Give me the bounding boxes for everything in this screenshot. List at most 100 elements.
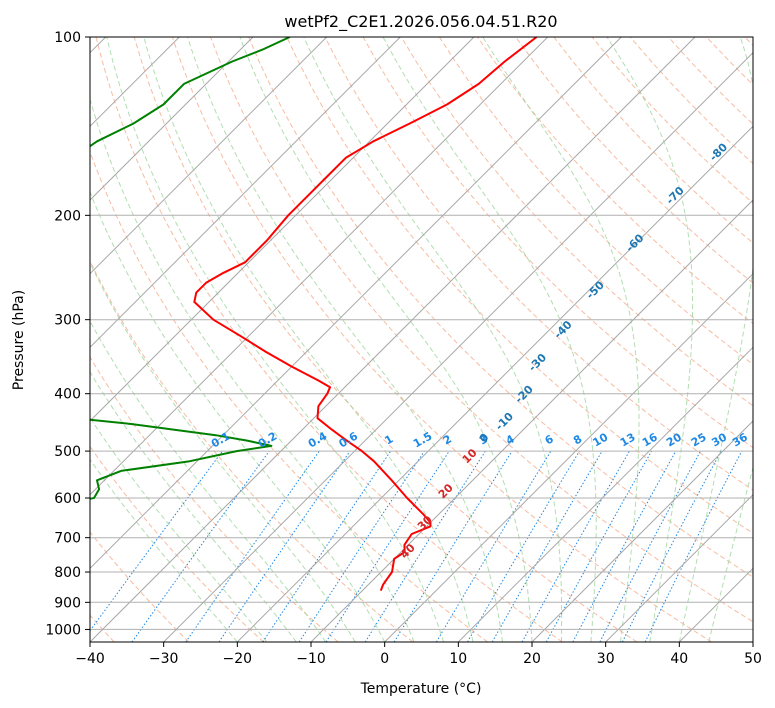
y-tick-label: 800: [54, 565, 81, 581]
dry-adiabat: [90, 259, 414, 642]
x-tick-label: 10: [449, 651, 467, 667]
mixing-ratio-label: 1.5: [411, 429, 434, 450]
mixing-ratio-line: [218, 450, 351, 642]
mixing-ratio-line: [644, 450, 743, 642]
y-tick-label: 600: [54, 491, 81, 507]
plot-frame: [89, 36, 754, 643]
profile-series: [90, 37, 538, 591]
dry-adiabat-label: -90: [748, 92, 771, 115]
y-tick-label: 300: [54, 313, 81, 329]
mixing-ratio-label: 0.4: [306, 429, 330, 450]
moist-adiabat: [90, 190, 386, 642]
moist-adiabat: [382, 37, 597, 642]
mixing-ratio-line: [621, 450, 722, 642]
dry-adiabat: [744, 37, 753, 47]
isotherm: [531, 420, 753, 642]
x-tick-label: 50: [744, 651, 762, 667]
dry-adiabat: [210, 37, 753, 623]
pressure-grid: [90, 37, 753, 642]
y-tick-label: 1000: [45, 622, 81, 638]
moist-adiabat: [143, 37, 474, 642]
dry-adiabat: [90, 356, 339, 642]
x-tick-label: 20: [523, 651, 541, 667]
moist-adiabat: [708, 465, 753, 642]
moist-adiabat: [482, 37, 640, 642]
dry-adiabat-label: -20: [513, 383, 536, 406]
isotherm: [90, 37, 254, 201]
moist-adiabat: [606, 37, 694, 642]
isotherm: [605, 493, 753, 642]
moist-adiabat: [303, 37, 563, 642]
x-tick-label: 30: [597, 651, 615, 667]
mixing-ratio-line: [521, 450, 630, 642]
dry-adiabat: [324, 37, 753, 491]
x-tick-label: −30: [149, 651, 179, 667]
isotherm: [457, 346, 753, 642]
y-tick-label: 400: [54, 387, 81, 403]
dry-adiabat-label: -50: [584, 278, 607, 301]
moist-adiabat: [90, 416, 268, 642]
isotherm: [90, 37, 475, 422]
isotherm: [236, 125, 753, 642]
dry-adiabat-label: -60: [623, 231, 646, 254]
mixing-ratio-label: 1: [382, 432, 395, 447]
dry-adiabat: [362, 37, 753, 449]
dry-adiabat: [248, 37, 753, 578]
dry-adiabat: [400, 37, 753, 407]
moist-adiabat: [90, 458, 238, 642]
mixing-ratio-line: [298, 450, 425, 642]
moist-adiabat: [239, 37, 533, 642]
mixing-ratio-line: [364, 450, 486, 642]
axes: −40 −30 −20 −10 0 10 20 30 40 5010020030040050060…: [45, 30, 762, 667]
dry-adiabat-label: 10: [460, 446, 480, 466]
isotherm: [752, 641, 753, 642]
dry-adiabat: [90, 531, 190, 642]
y-tick-label: 100: [54, 30, 81, 46]
isotherm: [678, 567, 753, 642]
mixing-ratio-label: 16: [640, 430, 660, 449]
dry-adiabat: [133, 37, 638, 642]
mixing-ratio-line: [572, 450, 677, 642]
dry-adiabat: [95, 37, 563, 642]
dry-adiabat: [90, 150, 488, 642]
mixing-ratio-line: [185, 450, 320, 642]
dry-adiabat: [591, 37, 753, 204]
isotherm: [90, 37, 328, 275]
mixing-ratio-label: 2: [441, 432, 454, 447]
dry-adiabat: [706, 37, 753, 86]
mixing-ratio-label: 8: [571, 432, 584, 447]
dry-adiabat: [90, 445, 264, 642]
dry-adiabat: [515, 37, 753, 284]
x-tick-label: −40: [75, 651, 105, 667]
mixing-ratio-line: [435, 450, 552, 642]
y-tick-label: 900: [54, 595, 81, 611]
moist-adiabat: [90, 261, 356, 642]
dry-adiabat-label: -40: [551, 318, 574, 341]
isotherm: [384, 272, 753, 642]
line-labels: 0.10.20.40.611.52346810131620253036-100-…: [209, 92, 771, 561]
mixing-ratio-label: 30: [709, 430, 729, 449]
moist-adiabat: [678, 37, 753, 642]
x-tick-label: 40: [670, 651, 688, 667]
dry-adiabat-label: 30: [415, 513, 435, 533]
x-tick-label: −20: [223, 651, 253, 667]
dry-adiabat: [668, 37, 753, 125]
mixing-ratio-line: [90, 450, 223, 632]
y-tick-label: 500: [54, 444, 81, 460]
dry-adiabat: [438, 37, 753, 366]
mixing-ratio-line: [393, 450, 513, 642]
chart-title: wetPf2_C2E1.2026.056.04.51.R20: [284, 12, 557, 32]
dry-adiabat: [171, 37, 712, 642]
isotherm: [310, 199, 753, 642]
background-lines: [90, 37, 753, 642]
mixing-ratio-line: [467, 450, 580, 642]
mixing-ratio-line: [599, 450, 701, 642]
mixing-ratio-label: 0.1: [209, 429, 232, 450]
x-tick-label: −10: [296, 651, 326, 667]
mixing-ratio-line: [131, 450, 270, 642]
dry-adiabat-label: -80: [707, 140, 730, 163]
mixing-ratio-label: 13: [618, 431, 638, 450]
y-axis-label: Pressure (hPa): [11, 290, 27, 390]
mixing-ratio-line: [545, 450, 653, 642]
